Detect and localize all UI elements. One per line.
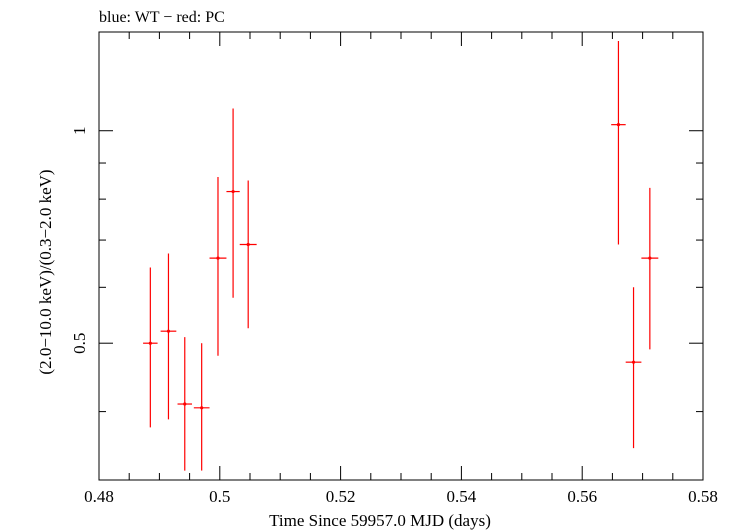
data-marker [183,402,187,406]
data-point [177,337,193,471]
y-tick-label: 1 [70,126,89,135]
data-points [143,41,659,471]
data-point [193,343,210,471]
data-point [143,267,158,428]
data-point [226,108,240,298]
data-marker [216,256,220,260]
x-tick-label: 0.48 [84,487,114,506]
y-axis-ticks: 0.51 [70,126,703,413]
data-marker [200,406,204,410]
x-tick-label: 0.52 [326,487,356,506]
data-point [611,41,626,245]
data-point [641,187,659,350]
data-marker [631,360,636,364]
data-point [239,180,257,329]
data-point [160,253,177,420]
data-marker [166,329,171,333]
x-tick-label: 0.54 [447,487,477,506]
x-tick-label: 0.5 [209,487,230,506]
chart-title: blue: WT − red: PC [99,9,225,26]
y-tick-label: 0.5 [70,333,89,354]
data-point [209,176,227,356]
y-axis-label: (2.0−10.0 keV)/(0.3−2.0 keV) [36,169,55,374]
data-marker [148,341,152,345]
plot-frame [98,31,704,481]
data-marker [648,256,652,260]
data-point [625,287,642,449]
data-marker [616,123,621,127]
x-axis-label: Time Since 59957.0 MJD (days) [269,511,491,530]
x-tick-label: 0.58 [688,487,718,506]
x-axis-ticks: 0.48 0.5 0.52 0.54 0.56 0.58 [84,32,718,506]
data-marker [246,242,250,247]
data-marker [231,189,235,194]
x-tick-label: 0.56 [567,487,597,506]
